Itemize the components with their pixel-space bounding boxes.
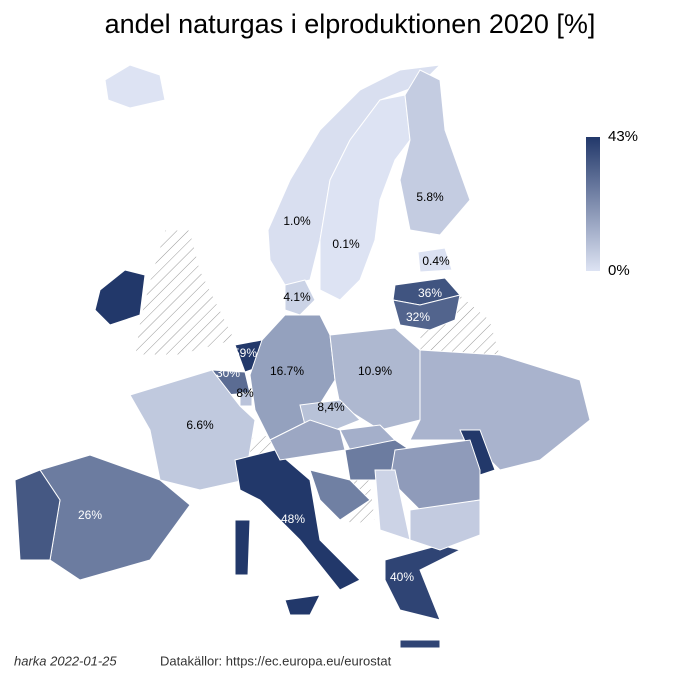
region bbox=[239, 392, 253, 407]
value-label: 40% bbox=[390, 570, 414, 584]
value-label: 30% bbox=[216, 366, 240, 380]
value-label: 0.4% bbox=[422, 254, 450, 268]
region bbox=[284, 594, 321, 616]
colorbar bbox=[586, 137, 600, 271]
value-label: 48% bbox=[281, 512, 305, 526]
region bbox=[374, 469, 411, 541]
value-label: 16.7% bbox=[270, 364, 304, 378]
value-label: 32% bbox=[406, 310, 430, 324]
region bbox=[399, 639, 441, 649]
region bbox=[409, 499, 481, 551]
region bbox=[329, 327, 421, 431]
region bbox=[284, 279, 316, 316]
value-label: 6.6% bbox=[186, 418, 214, 432]
value-label: 1.0% bbox=[283, 214, 311, 228]
colorbar-tick-label: 43% bbox=[608, 128, 638, 145]
colorbar-tick-label: 0% bbox=[608, 262, 630, 279]
value-label: 5.8% bbox=[416, 190, 444, 204]
colorbar-ticks: 43% 0% bbox=[600, 128, 638, 279]
regions bbox=[14, 64, 591, 649]
author: harka 2022-01-25 bbox=[14, 653, 117, 668]
region bbox=[417, 247, 453, 273]
value-label: 59% bbox=[233, 346, 257, 360]
value-label: 8% bbox=[236, 386, 254, 400]
no-data-region bbox=[134, 229, 236, 356]
region bbox=[399, 69, 471, 236]
value-label: 36% bbox=[418, 286, 442, 300]
value-label: 26% bbox=[78, 508, 102, 522]
region bbox=[309, 469, 371, 521]
value-label: 10.9% bbox=[358, 364, 392, 378]
region bbox=[14, 469, 61, 561]
region bbox=[94, 269, 146, 326]
region bbox=[392, 294, 461, 331]
region bbox=[409, 349, 591, 471]
region bbox=[234, 519, 251, 576]
region bbox=[269, 419, 346, 461]
source: Datakällor: https://ec.europa.eu/eurosta… bbox=[160, 653, 392, 668]
value-label: 0.1% bbox=[332, 237, 360, 251]
region bbox=[234, 449, 361, 591]
value-label: 4.1% bbox=[283, 290, 311, 304]
value-label: 8,4% bbox=[317, 400, 345, 414]
region bbox=[389, 439, 481, 511]
region bbox=[104, 64, 166, 109]
labels: 1.0% 0.1% 5.8% 0.4% 4.1% 36% 32% 59% 30% 8% 16.7% 1… bbox=[78, 190, 450, 584]
region bbox=[319, 94, 411, 301]
chart-title: andel naturgas i elproduktionen 2020 [%] bbox=[105, 9, 596, 39]
